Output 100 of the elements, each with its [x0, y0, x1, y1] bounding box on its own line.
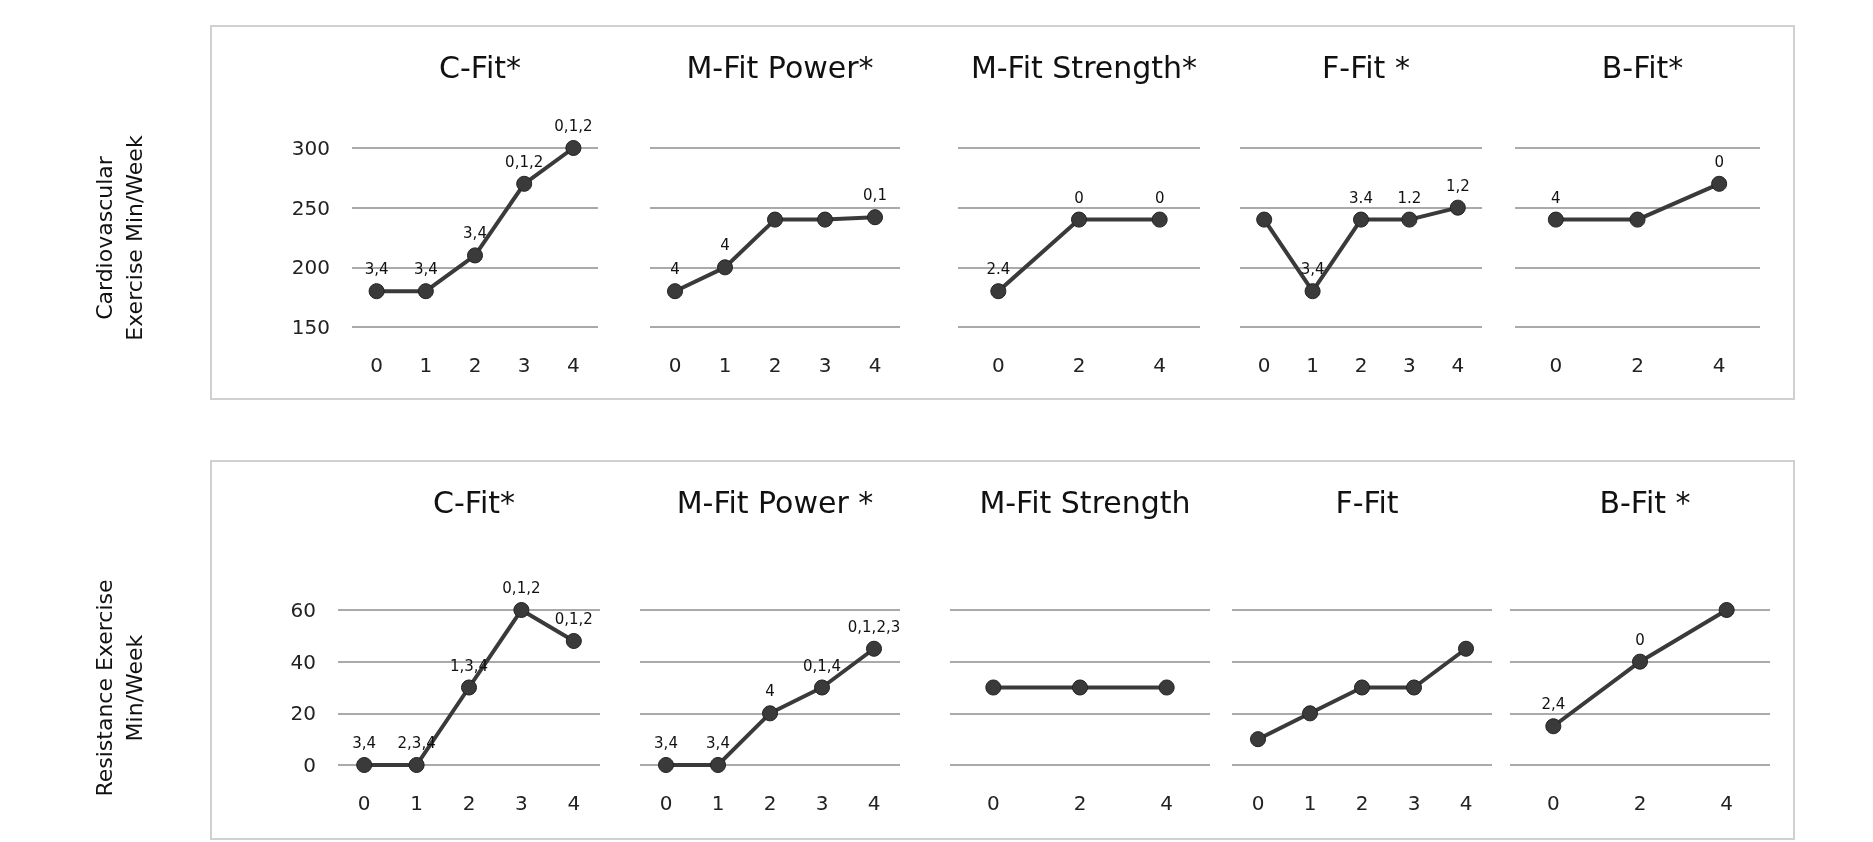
annotation: 1.2 — [1397, 188, 1422, 207]
chart-title: B-Fit* — [1601, 49, 1684, 85]
x-tick-label: 2 — [768, 353, 782, 377]
x-tick-label: 2 — [1354, 353, 1368, 377]
chart-title: B-Fit * — [1599, 484, 1691, 520]
annotation: 0,1,2 — [554, 610, 593, 628]
chart-title: F-Fit — [1335, 484, 1399, 520]
annotation: 4 — [1551, 188, 1561, 207]
point — [1458, 640, 1474, 657]
annotation: 3,4 — [1300, 260, 1325, 279]
x-tick-label: 0 — [1549, 353, 1563, 377]
x-tick-label: 2 — [462, 791, 476, 815]
point — [356, 757, 373, 773]
point — [565, 140, 582, 156]
annotation: 0,1,2 — [554, 117, 593, 135]
x-tick-label: 3 — [818, 353, 832, 377]
chart-title: M-Fit Strength* — [970, 49, 1198, 85]
point — [513, 602, 530, 618]
point — [710, 757, 726, 773]
point — [866, 640, 882, 657]
point — [867, 209, 883, 226]
x-tick-label: 0 — [1546, 791, 1560, 815]
chart-title: M-Fit Power* — [686, 49, 874, 85]
x-tick-label: 4 — [1451, 353, 1465, 377]
y-tick-label: 250 — [291, 195, 330, 220]
annotation: 0 — [1074, 188, 1084, 207]
point — [417, 283, 434, 300]
point — [1250, 731, 1266, 748]
x-tick-label: 3 — [1403, 353, 1416, 377]
x-tick-label: 2 — [1633, 791, 1647, 815]
x-tick-label: 4 — [567, 353, 580, 377]
x-tick-label: 4 — [867, 791, 881, 815]
annotation: 2.4 — [986, 260, 1011, 279]
point — [717, 259, 733, 276]
chart-title: C-Fit* — [433, 484, 515, 520]
x-tick-label: 1 — [1306, 353, 1319, 377]
annotation: 4 — [670, 260, 680, 279]
annotation: 4 — [720, 236, 730, 255]
x-tick-label: 4 — [868, 353, 882, 377]
x-tick-label: 4 — [1459, 791, 1473, 815]
x-tick-label: 1 — [718, 353, 732, 377]
point — [565, 633, 582, 649]
annotation: 2,4 — [1541, 695, 1566, 714]
x-tick-label: 0 — [1257, 353, 1271, 377]
x-tick-label: 3 — [1407, 791, 1421, 815]
y-tick-label: 150 — [291, 315, 330, 339]
x-tick-label: 4 — [567, 791, 581, 815]
annotation: 0,1,2 — [502, 579, 541, 597]
point — [767, 211, 783, 228]
point — [1354, 679, 1370, 696]
annotation: 3,4 — [352, 734, 377, 752]
x-tick-label: 0 — [991, 353, 1005, 377]
chart-title: M-Fit Strength — [979, 484, 1191, 520]
x-tick-label: 0 — [370, 353, 383, 377]
annotation: 3,4 — [364, 260, 389, 279]
x-tick-label: 1 — [419, 353, 433, 377]
point — [762, 705, 778, 722]
annotation: 0,1 — [863, 186, 887, 205]
x-tick-label: 3 — [815, 791, 829, 815]
y-axis-title: Resistance Exercise Min/Week — [91, 577, 148, 799]
x-tick-label: 2 — [1355, 791, 1369, 815]
x-tick-label: 0 — [357, 791, 371, 815]
x-tick-label: 4 — [1153, 353, 1167, 377]
x-tick-label: 2 — [763, 791, 777, 815]
x-tick-label: 0 — [986, 791, 1000, 815]
y-axis-title: Cardiovascular Exercise Min/Week — [91, 133, 148, 343]
chart-title: C-Fit* — [439, 49, 521, 85]
y-tick-label: 200 — [291, 255, 330, 280]
point — [1302, 705, 1318, 722]
annotation: 0,1,2 — [505, 152, 544, 171]
y-tick-label: 300 — [291, 136, 330, 160]
x-tick-label: 1 — [410, 791, 423, 815]
x-tick-label: 0 — [1251, 791, 1265, 815]
x-tick-label: 2 — [1072, 353, 1086, 377]
annotation: 3,4 — [463, 224, 487, 243]
point — [461, 679, 477, 696]
point — [408, 757, 425, 773]
annotation: 0 — [1635, 630, 1645, 649]
y-tick-label: 0 — [303, 753, 316, 777]
annotation: 0 — [1154, 188, 1165, 207]
x-tick-label: 3 — [515, 791, 528, 815]
y-tick-label: 60 — [290, 598, 316, 622]
point — [658, 757, 674, 773]
annotation: 0,1,2,3 — [847, 617, 901, 636]
x-tick-label: 0 — [668, 353, 682, 377]
annotation: 3,4 — [654, 734, 678, 752]
x-tick-label: 2 — [468, 353, 482, 377]
point — [368, 283, 385, 300]
annotation: 3,4 — [706, 734, 730, 752]
annotation: 4 — [765, 682, 775, 701]
annotation: 0 — [1714, 152, 1724, 171]
point — [467, 247, 483, 264]
annotation: 1,2 — [1445, 176, 1470, 195]
annotation: 0,1,4 — [802, 656, 842, 675]
x-tick-label: 4 — [1160, 791, 1174, 815]
x-tick-label: 1 — [1303, 791, 1317, 815]
chart-title: F-Fit * — [1322, 49, 1410, 85]
x-tick-label: 2 — [1631, 353, 1644, 377]
annotation: 3,4 — [413, 260, 438, 279]
x-tick-label: 0 — [659, 791, 673, 815]
